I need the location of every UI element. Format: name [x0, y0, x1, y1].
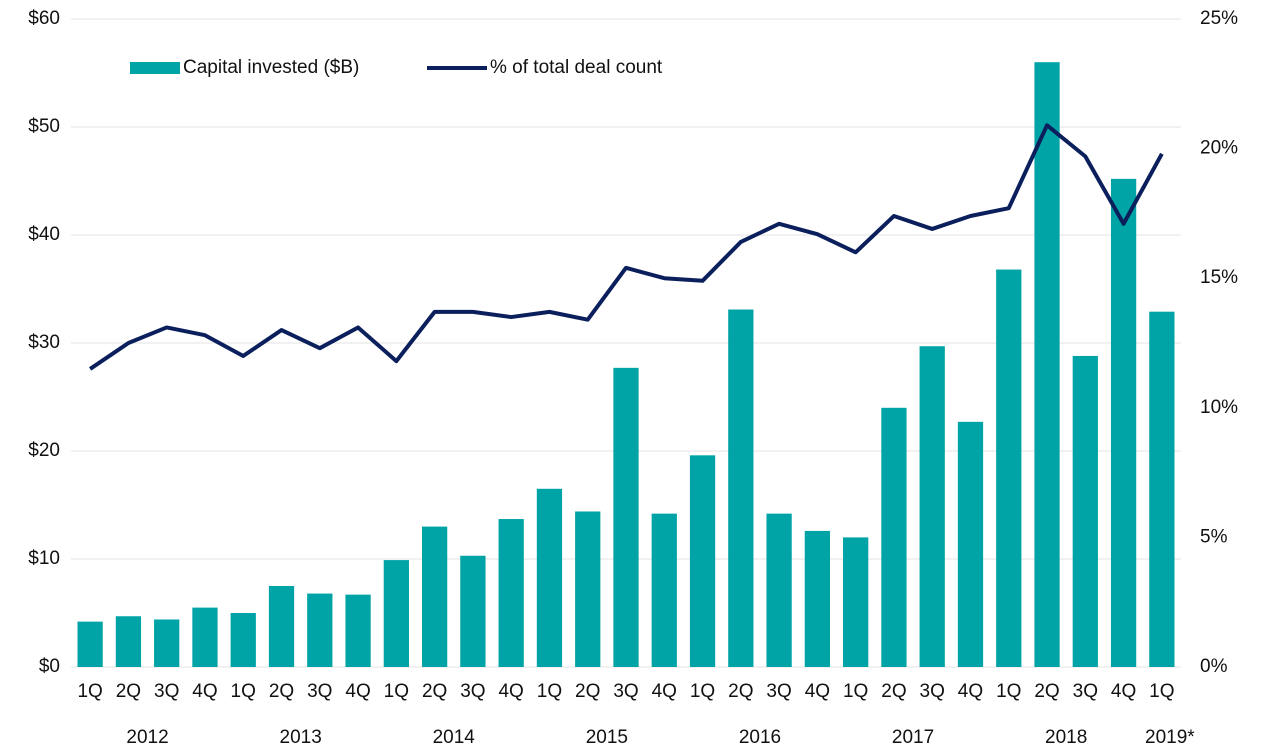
x-tick-label: 2Q [269, 681, 294, 702]
x-tick-label: 3Q [613, 681, 638, 702]
y2-tick-label: 10% [1200, 397, 1238, 418]
x-tick-label: 2Q [116, 681, 141, 702]
year-label: 2013 [280, 727, 322, 748]
bar [804, 530, 831, 667]
x-tick-label: 3Q [1073, 681, 1098, 702]
bar [460, 555, 486, 667]
bar [728, 309, 754, 667]
line [89, 123, 1164, 371]
bar [77, 621, 103, 667]
x-tick-label: 2Q [728, 681, 753, 702]
bar [498, 519, 524, 667]
bar [1149, 311, 1175, 667]
legend-label: % of total deal count [490, 57, 663, 78]
x-tick-label: 3Q [920, 681, 945, 702]
y2-tick-label: 5% [1200, 526, 1228, 547]
y2-tick-label: 25% [1200, 8, 1238, 29]
bar [115, 616, 142, 667]
x-tick-label: 3Q [460, 681, 485, 702]
bar [843, 537, 869, 667]
bar [689, 455, 716, 667]
bar [613, 367, 639, 667]
x-tick-label: 2Q [575, 681, 600, 702]
bar [154, 619, 180, 667]
x-tick-label: 4Q [958, 681, 983, 702]
x-tick-label: 4Q [345, 681, 370, 702]
bar [1072, 355, 1098, 667]
bar [766, 513, 792, 667]
bar [1110, 178, 1137, 667]
y2-tick-label: 20% [1200, 138, 1238, 159]
y-tick-label: $50 [28, 116, 60, 137]
bar [536, 488, 563, 667]
year-label: 2014 [433, 727, 476, 748]
y-tick-label: $40 [28, 224, 60, 245]
bar [957, 421, 984, 667]
x-tick-label: 1Q [537, 681, 562, 702]
year-label: 2012 [126, 727, 168, 748]
x-tick-label: 1Q [996, 681, 1021, 702]
y2-tick-label: 15% [1200, 267, 1238, 288]
year-label: 2016 [739, 727, 781, 748]
bar [421, 526, 448, 667]
x-tick-label: 4Q [192, 681, 217, 702]
bar [230, 613, 256, 667]
x-tick-label: 4Q [498, 681, 523, 702]
bar [345, 594, 371, 667]
x-tick-label: 3Q [766, 681, 791, 702]
year-label: 2015 [586, 727, 628, 748]
year-label: 2019* [1145, 727, 1195, 748]
y-tick-label: $20 [28, 440, 60, 461]
bar [307, 593, 333, 667]
x-tick-label: 1Q [1149, 681, 1174, 702]
year-label: 2017 [892, 727, 934, 748]
y-tick-label: $10 [28, 548, 60, 569]
bar [996, 269, 1022, 667]
x-tick-label: 1Q [77, 681, 102, 702]
x-tick-label: 4Q [805, 681, 830, 702]
legend-swatch [130, 62, 180, 74]
bar [383, 560, 409, 667]
bar [575, 511, 601, 667]
bar [1034, 62, 1060, 667]
y-tick-label: $0 [39, 656, 60, 677]
x-tick-label: 4Q [652, 681, 677, 702]
x-tick-label: 2Q [422, 681, 447, 702]
x-tick-label: 1Q [690, 681, 715, 702]
x-tick-label: 2Q [881, 681, 906, 702]
x-tick-label: 1Q [231, 681, 256, 702]
y-tick-label: $30 [28, 332, 60, 353]
bar [192, 607, 218, 667]
x-tick-label: 2Q [1034, 681, 1059, 702]
bar [268, 586, 295, 667]
y2-tick-label: 0% [1200, 656, 1228, 677]
x-tick-label: 1Q [384, 681, 409, 702]
legend-label: Capital invested ($B) [183, 57, 359, 78]
year-label: 2018 [1045, 727, 1087, 748]
x-tick-label: 3Q [154, 681, 179, 702]
x-tick-label: 1Q [843, 681, 868, 702]
bar [881, 407, 907, 667]
x-tick-label: 4Q [1111, 681, 1136, 702]
y-tick-label: $60 [28, 8, 60, 29]
x-tick-label: 3Q [307, 681, 332, 702]
bar [919, 346, 945, 667]
bar [651, 513, 677, 667]
